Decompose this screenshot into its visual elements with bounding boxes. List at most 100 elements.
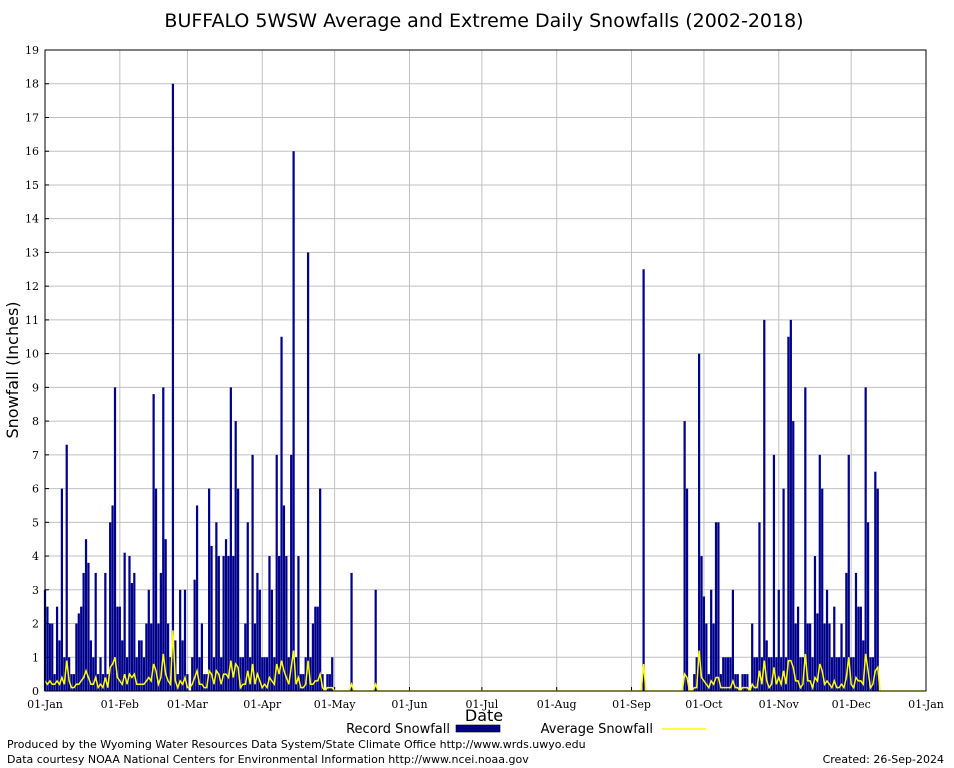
record-snowfall-bar bbox=[145, 623, 148, 691]
record-snowfall-bar bbox=[726, 657, 730, 691]
record-snowfall-bar bbox=[140, 640, 143, 691]
record-snowfall-bar bbox=[191, 657, 194, 691]
record-snowfall-bar bbox=[816, 613, 819, 691]
record-snowfall-bar bbox=[685, 488, 689, 691]
record-snowfall-bar bbox=[270, 589, 273, 691]
record-snowfall-bar bbox=[58, 640, 61, 691]
record-snowfall-bar bbox=[133, 572, 136, 691]
record-snowfall-bar bbox=[746, 674, 749, 691]
record-snowfall-bar bbox=[104, 572, 107, 691]
record-snowfall-bar bbox=[154, 488, 158, 691]
footer-produced-by: Produced by the Wyoming Water Resources … bbox=[7, 738, 586, 751]
record-snowfall-bar bbox=[51, 623, 54, 691]
x-tick-label: 01-Aug bbox=[537, 698, 577, 711]
record-snowfall-bar bbox=[164, 539, 167, 691]
y-tick-label: 1 bbox=[32, 651, 39, 664]
record-snowfall-bar bbox=[770, 657, 773, 691]
record-snowfall-bar bbox=[719, 674, 722, 691]
record-snowfall-bar bbox=[811, 657, 814, 691]
record-snowfall-bar bbox=[736, 674, 739, 691]
record-snowfall-bar bbox=[94, 572, 97, 691]
y-tick-label: 12 bbox=[25, 280, 39, 293]
record-snowfall-bar bbox=[246, 522, 249, 691]
record-snowfall-bar bbox=[55, 606, 59, 691]
y-tick-label: 14 bbox=[25, 213, 39, 226]
record-snowfall-bar bbox=[789, 319, 792, 691]
record-snowfall-bar bbox=[142, 657, 146, 691]
y-tick-label: 18 bbox=[25, 78, 39, 91]
x-tick-label: 01-Jun bbox=[391, 698, 427, 711]
record-snowfall-bar bbox=[316, 606, 319, 691]
record-snowfall-bar bbox=[306, 252, 310, 691]
record-snowfall-bar bbox=[760, 657, 763, 691]
record-snowfall-bar bbox=[232, 556, 235, 691]
y-tick-label: 16 bbox=[25, 145, 39, 158]
record-snowfall-bar bbox=[84, 539, 88, 691]
legend-average-label: Average Snowfall bbox=[541, 722, 653, 737]
record-snowfall-bar bbox=[763, 319, 766, 691]
record-snowfall-bar bbox=[859, 606, 862, 691]
x-tick-label: 01-Feb bbox=[101, 698, 139, 711]
record-snowfall-bar bbox=[833, 606, 836, 691]
record-snowfall-bar bbox=[866, 522, 870, 691]
record-snowfall-bar bbox=[775, 657, 778, 691]
record-snowfall-bar bbox=[215, 522, 218, 691]
record-snowfall-bar bbox=[842, 657, 846, 691]
record-snowfall-bar bbox=[830, 657, 833, 691]
x-axis-title: Date bbox=[465, 706, 503, 725]
record-snowfall-bar bbox=[109, 522, 112, 691]
record-snowfall-bar bbox=[854, 572, 858, 691]
record-snowfall-bar bbox=[77, 613, 80, 691]
record-snowfall-bar bbox=[331, 657, 334, 691]
x-tick-label: 01-Jan bbox=[908, 698, 944, 711]
x-tick-label: 01-Dec bbox=[832, 698, 871, 711]
record-snowfall-bar bbox=[847, 454, 850, 691]
record-snowfall-bar bbox=[123, 552, 126, 691]
record-snowfall-bar bbox=[65, 444, 68, 691]
record-snowfall-bar bbox=[297, 556, 300, 691]
record-snowfall-bar bbox=[799, 657, 802, 691]
y-tick-label: 0 bbox=[32, 685, 39, 698]
record-snowfall-bar bbox=[222, 556, 225, 691]
record-snowfall-bar bbox=[268, 556, 271, 691]
record-snowfall-bar bbox=[203, 674, 206, 691]
record-snowfall-bar bbox=[712, 623, 715, 691]
record-snowfall-bar bbox=[876, 488, 879, 691]
record-snowfall-bar bbox=[840, 623, 843, 691]
record-snowfall-bar bbox=[80, 606, 83, 691]
record-snowfall-bar bbox=[249, 657, 252, 691]
record-snowfall-bar bbox=[125, 657, 129, 691]
record-snowfall-bar bbox=[871, 657, 875, 691]
record-snowfall-bar bbox=[850, 657, 853, 691]
record-snowfall-bar bbox=[166, 623, 170, 691]
y-tick-label: 9 bbox=[32, 381, 39, 394]
record-snowfall-bar bbox=[275, 454, 278, 691]
record-snowfall-bar bbox=[319, 488, 322, 691]
record-snowfall-bar bbox=[722, 657, 725, 691]
record-snowfall-bar bbox=[278, 556, 281, 691]
record-snowfall-bar bbox=[147, 589, 150, 691]
record-snowfall-bar bbox=[273, 657, 276, 691]
record-snowfall-bar bbox=[710, 589, 713, 691]
record-snowfall-bar bbox=[236, 488, 240, 691]
record-snowfall-bar bbox=[121, 640, 124, 691]
record-snowfall-bar bbox=[869, 657, 872, 691]
x-tick-label: 01-Nov bbox=[759, 698, 800, 711]
record-snowfall-bar bbox=[48, 623, 51, 691]
record-snowfall-bar bbox=[101, 674, 105, 691]
record-snowfall-bar bbox=[265, 657, 269, 691]
record-snowfall-bar bbox=[285, 556, 288, 691]
record-snowfall-bar bbox=[299, 674, 302, 691]
record-snowfall-bar bbox=[693, 674, 696, 691]
record-snowfall-bar bbox=[302, 674, 305, 691]
record-snowfall-bar bbox=[87, 562, 90, 691]
record-snowfall-bar bbox=[111, 505, 114, 691]
record-snowfall-bar bbox=[683, 421, 686, 691]
footer-created: Created: 26-Sep-2024 bbox=[823, 753, 944, 766]
record-snowfall-bar bbox=[823, 623, 826, 691]
record-snowfall-bar bbox=[130, 583, 134, 691]
record-snowfall-bar bbox=[862, 640, 865, 691]
record-snowfall-bar bbox=[157, 623, 160, 691]
x-tick-label: 01-Oct bbox=[685, 698, 723, 711]
record-snowfall-bar bbox=[852, 657, 855, 691]
